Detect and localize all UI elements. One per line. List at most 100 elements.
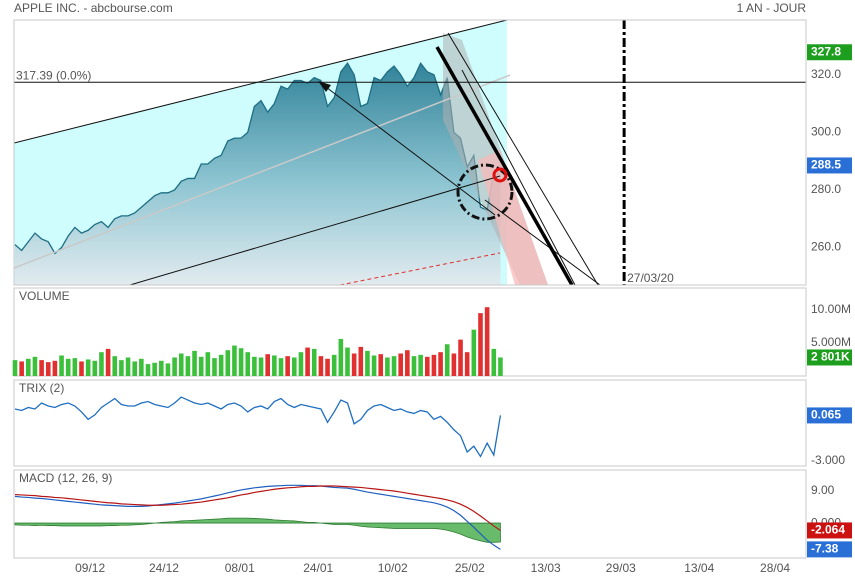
- volume-bar: [198, 356, 204, 376]
- value-tag-label: 327.8: [811, 44, 841, 58]
- volume-bar: [32, 356, 38, 376]
- volume-bar: [272, 355, 277, 376]
- panel-title: VOLUME: [19, 289, 70, 303]
- volume-bar: [99, 352, 104, 376]
- value-tag-label: -2.064: [811, 523, 845, 537]
- volume-bar: [458, 339, 463, 376]
- x-tick-label: 10/02: [378, 561, 408, 575]
- volume-bar: [431, 354, 437, 376]
- volume-bar: [172, 357, 177, 376]
- x-tick-label: 13/03: [531, 561, 561, 575]
- foreground: 09/12 24/12 08/01 24/01 10/02 25/02 13/03 29/03…: [12, 19, 852, 575]
- volume-bar: [52, 360, 58, 376]
- volume-bar: [491, 348, 497, 376]
- volume-bar: [385, 357, 390, 376]
- volume-bar: [158, 360, 164, 376]
- x-tick-label: 24/01: [303, 561, 333, 575]
- volume-bar: [25, 358, 31, 376]
- vline-label: 27/03/20: [627, 271, 674, 285]
- volume-bar: [258, 357, 264, 376]
- circle-marker: [456, 163, 514, 221]
- volume-bar: [178, 353, 184, 376]
- macd-line: [14, 484, 501, 550]
- value-tag: [807, 541, 852, 558]
- volume-bar: [331, 354, 337, 376]
- x-tick-label: 08/01: [225, 561, 255, 575]
- period: 1 AN - JOUR: [737, 1, 807, 15]
- value-tag: [807, 407, 852, 424]
- volume-bar: [484, 307, 490, 376]
- volume-bar: [112, 356, 118, 376]
- volume-bar: [132, 361, 137, 376]
- volume-bar: [205, 352, 211, 376]
- trend-line: [447, 32, 599, 285]
- x-tick-label: 09/12: [75, 561, 105, 575]
- volume-bar: [378, 354, 384, 376]
- volume-bar: [444, 344, 450, 376]
- volume-bar: [85, 359, 91, 376]
- y-tick-label: 300.0: [811, 125, 841, 139]
- panel-frame: [13, 287, 807, 377]
- trix-line: [14, 396, 502, 458]
- volume-bar: [238, 348, 244, 376]
- volume-bar: [139, 358, 144, 376]
- trend-line: [461, 69, 576, 285]
- volume-bar: [212, 358, 217, 376]
- y-tick-label: -3.000: [811, 453, 845, 467]
- y-tick-label: 260.0: [811, 240, 841, 254]
- value-tag: [807, 44, 852, 61]
- volume-bar: [351, 353, 357, 376]
- value-tag-label: 288.5: [811, 158, 841, 172]
- volume-bar: [471, 329, 477, 376]
- volume-bar: [285, 356, 290, 376]
- trend-line: [339, 252, 501, 285]
- panel-title: MACD (12, 26, 9): [19, 471, 112, 485]
- arrow-head: [318, 81, 331, 92]
- volume-bar: [438, 352, 443, 376]
- volume-bar: [92, 360, 98, 376]
- drawings: 317.39 (0.0%) 27/03/20: [14, 20, 806, 285]
- shade: [478, 150, 548, 285]
- x-tick-label: 24/12: [149, 561, 179, 575]
- volume-bar: [105, 348, 111, 376]
- volume-bar: [192, 350, 197, 376]
- volume-bar: [125, 357, 131, 376]
- circle-marker: [492, 167, 508, 183]
- hline-label: 317.39 (0.0%): [16, 68, 91, 82]
- value-tag: [807, 522, 852, 539]
- value-tag: [807, 157, 852, 174]
- plot: [14, 61, 501, 285]
- chart-title: APPLE INC. - abcbourse.com: [14, 1, 173, 15]
- volume-bar: [365, 350, 370, 376]
- price-line: [14, 61, 501, 255]
- panel-frame: [13, 379, 807, 467]
- volume-bar: [291, 357, 297, 376]
- volume-bar: [424, 356, 430, 376]
- volume-bar: [265, 354, 270, 376]
- panel-frame: [13, 469, 807, 559]
- volume-bar: [305, 347, 310, 376]
- volume-bar: [371, 355, 377, 376]
- volume-bar: [338, 338, 344, 376]
- trend-line: [484, 199, 601, 285]
- volume-bar: [72, 358, 78, 376]
- arrow-line: [321, 83, 496, 216]
- value-tag-label: 2 801K: [811, 350, 850, 364]
- value-tag-label: 0.065: [811, 408, 841, 422]
- volume-bar: [405, 350, 410, 376]
- volume-bar: [218, 354, 224, 376]
- y-tick-label: 10.00M: [811, 302, 851, 316]
- volume-bar: [225, 350, 231, 376]
- trend-line: [435, 46, 574, 285]
- volume-bar: [12, 360, 18, 376]
- volume-bar: [185, 356, 191, 376]
- volume-bar: [498, 357, 503, 376]
- volume-bar: [39, 360, 44, 376]
- volume-bar: [119, 360, 124, 376]
- volume-bar: [358, 346, 364, 376]
- y-tick-label: 280.0: [811, 182, 841, 196]
- y-tick-label: 320.0: [811, 67, 841, 81]
- x-tick-label: 25/02: [455, 561, 485, 575]
- volume-bar: [391, 356, 397, 376]
